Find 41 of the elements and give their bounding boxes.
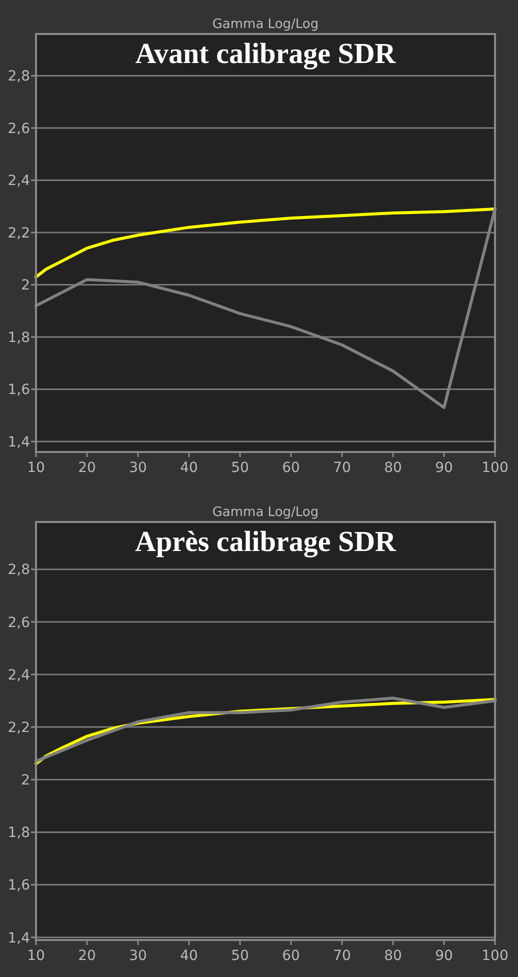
y-tick-label: 1,4: [8, 434, 30, 450]
y-tick-label: 2: [21, 772, 30, 789]
y-tick-label: 2,4: [8, 667, 30, 684]
y-tick-label: 2,6: [8, 120, 30, 137]
x-tick-label: 30: [129, 948, 147, 964]
x-tick-label: 70: [333, 460, 351, 476]
y-tick-label: 1,8: [8, 825, 30, 842]
chart-subtitle: Après calibrage SDR: [135, 526, 398, 558]
y-tick-label: 1,6: [8, 878, 30, 894]
x-tick-label: 80: [384, 460, 402, 476]
y-tick-label: 2,4: [8, 173, 30, 190]
y-tick-label: 2,6: [8, 614, 30, 631]
chart-title: Gamma Log/Log: [212, 17, 319, 32]
x-tick-label: 50: [231, 460, 249, 476]
y-tick-label: 1,8: [8, 330, 30, 346]
x-tick-label: 80: [384, 948, 402, 964]
x-tick-label: 100: [482, 460, 508, 476]
chart-title: Gamma Log/Log: [212, 505, 319, 520]
x-tick-label: 50: [231, 948, 249, 964]
y-tick-label: 2,8: [8, 562, 30, 578]
x-tick-label: 100: [482, 948, 508, 964]
x-tick-label: 30: [129, 460, 147, 476]
x-tick-label: 70: [333, 948, 351, 964]
x-tick-label: 20: [78, 460, 96, 476]
y-tick-label: 1,4: [8, 930, 30, 946]
chart-subtitle: Avant calibrage SDR: [135, 38, 397, 70]
y-tick-label: 2,8: [8, 68, 30, 85]
x-tick-label: 10: [27, 460, 45, 476]
x-tick-label: 40: [180, 460, 198, 476]
x-tick-label: 40: [180, 948, 198, 964]
x-tick-label: 20: [78, 948, 96, 964]
x-tick-label: 10: [27, 948, 45, 964]
y-tick-label: 2: [21, 278, 30, 294]
x-tick-label: 90: [435, 948, 453, 964]
x-tick-label: 60: [282, 460, 300, 476]
y-tick-label: 1,6: [8, 382, 30, 398]
y-tick-label: 2,2: [8, 720, 30, 736]
line-series: [34, 208, 496, 278]
y-tick-label: 2,2: [8, 225, 30, 242]
x-tick-label: 60: [282, 948, 300, 964]
x-tick-label: 90: [435, 460, 453, 476]
